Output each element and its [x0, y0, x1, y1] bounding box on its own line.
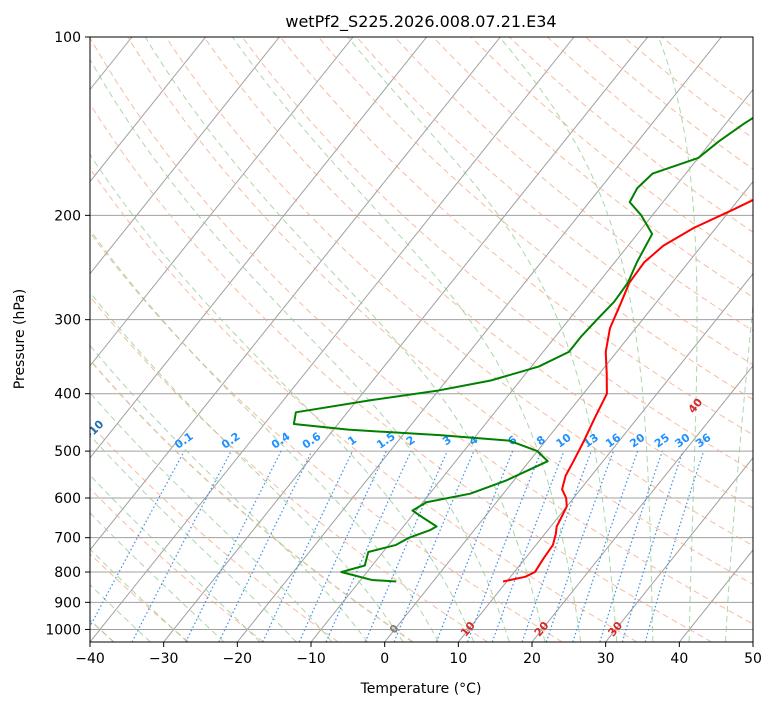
mixing-ratio-line — [90, 450, 185, 628]
mixing-ratio-line — [545, 450, 614, 642]
y-tick-label: 500 — [54, 444, 81, 460]
moist-adiabat-line — [144, 37, 546, 642]
x-tick-label: 50 — [744, 651, 762, 667]
isotherm-line — [531, 364, 753, 642]
mixing-ratio-line — [599, 450, 663, 642]
y-tick-label: 600 — [54, 491, 81, 507]
mixing-ratio-line — [466, 450, 542, 642]
x-tick-label: −30 — [149, 651, 179, 667]
profile-lines — [292, 116, 753, 583]
x-tick-label: 0 — [380, 651, 389, 667]
isotherm-line — [90, 37, 354, 367]
dry-adiabat-line — [165, 37, 753, 547]
x-tick-label: 10 — [449, 651, 467, 667]
dry-adiabat-line — [127, 37, 753, 585]
y-axis-label: Pressure (hPa) — [12, 289, 28, 389]
isotherm-line — [90, 37, 280, 275]
moist-adiabat-line — [90, 548, 188, 642]
moist-adiabat-line — [90, 584, 151, 642]
isotherm-line — [457, 272, 753, 642]
moist-adiabat-line — [90, 474, 261, 642]
dry-adiabat-line — [90, 553, 190, 642]
x-tick-label: 40 — [670, 651, 688, 667]
isotherm-line — [384, 180, 753, 642]
isotherm-line — [236, 37, 722, 642]
dry-adiabat-line — [318, 37, 753, 401]
moist-adiabat-line — [90, 512, 225, 642]
mixing-ratio-line — [325, 450, 412, 642]
dry-adiabat-line — [90, 102, 712, 642]
moist-adiabat-line — [90, 153, 475, 642]
dry-adiabat-line — [90, 423, 339, 642]
y-tick-label: 200 — [54, 208, 81, 224]
y-tick-label: 100 — [54, 30, 81, 46]
isotherm-line — [90, 37, 428, 459]
chart-title: wetPf2_S225.2026.008.07.21.E34 — [285, 12, 556, 32]
plot-frame — [89, 36, 754, 643]
y-tick-label: 900 — [54, 595, 81, 611]
mixing-ratio-line — [435, 450, 514, 642]
moist-adiabat-line — [90, 229, 439, 642]
dewpoint-profile-line — [292, 116, 753, 583]
x-tick-label: −40 — [75, 651, 105, 667]
dry-adiabat-line — [90, 167, 638, 642]
dry-adiabat-line — [90, 231, 563, 642]
y-tick-label: 300 — [54, 313, 81, 329]
mixing-ratio-line — [621, 450, 684, 642]
isotherm-line — [163, 37, 649, 642]
y-tick-label: 800 — [54, 565, 81, 581]
moist-adiabat-line — [499, 37, 654, 642]
axes: −40 −30 −20 −10 0 10 20 30 40 50 100 200 300 400 500 60… — [45, 30, 762, 667]
dry-adiabat-line — [394, 37, 753, 332]
moist-adiabat-line — [232, 37, 582, 642]
dry-adiabat-line — [90, 358, 414, 642]
mixing-ratio-line — [185, 450, 282, 642]
y-tick-label: 400 — [54, 387, 81, 403]
dry-adiabat-line — [90, 295, 488, 642]
isotherm-line — [90, 37, 575, 642]
isotherm-line — [90, 37, 501, 551]
x-tick-label: −20 — [223, 651, 253, 667]
x-tick-label: −10 — [296, 651, 326, 667]
isotherm-line — [605, 457, 753, 642]
mixing-ratio-line — [644, 450, 705, 642]
isotherm-line — [90, 37, 207, 183]
mixing-ratio-line — [364, 450, 448, 642]
y-tick-label: 700 — [54, 531, 81, 547]
mixing-ratio-line — [491, 450, 565, 642]
mixing-ratio-line — [393, 450, 475, 642]
reference-lines — [90, 37, 753, 642]
x-tick-label: 20 — [523, 651, 541, 667]
dry-adiabat-line — [203, 37, 753, 509]
x-axis-label: Temperature (°C) — [360, 681, 482, 697]
dry-adiabat-line — [90, 37, 753, 625]
plot-area — [90, 37, 753, 642]
moist-adiabat-line — [90, 434, 297, 642]
moist-adiabat-line — [90, 344, 369, 642]
mixing-ratio-line — [572, 450, 639, 642]
moist-adiabat-line — [725, 299, 753, 642]
moist-adiabat-line — [658, 37, 698, 642]
moist-adiabat-line — [90, 291, 404, 642]
y-tick-label: 1000 — [45, 622, 81, 638]
mixing-ratio-line — [521, 450, 592, 642]
x-tick-label: 30 — [597, 651, 615, 667]
moist-adiabat-line — [90, 58, 510, 642]
